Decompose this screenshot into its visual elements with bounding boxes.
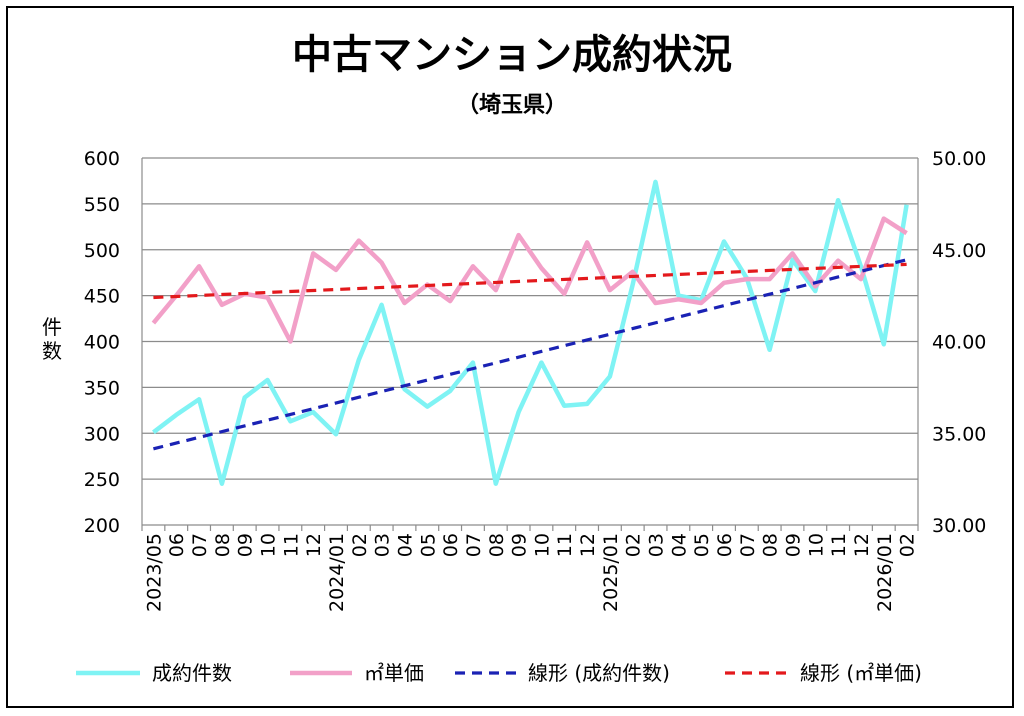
- x-tick-label: 06: [714, 533, 736, 557]
- x-tick-label: 02: [897, 533, 919, 557]
- x-tick-label: 02: [349, 533, 371, 557]
- x-tick-label: 03: [372, 533, 394, 557]
- legend-label-4: 線形 (㎡単価): [800, 661, 922, 685]
- x-axis-ticks: 2023/05 06 07 08 09 10 11 12 2024/01 02 03 04 05 06 07…: [143, 533, 918, 612]
- left-axis-ticks: 200 250 300 350 400 450 500 550 600: [84, 148, 120, 537]
- right-tick-label: 35.00: [932, 423, 986, 445]
- series-line-2: [151, 216, 908, 344]
- x-tick-label: 09: [509, 533, 531, 557]
- x-tick-label: 02: [623, 533, 645, 557]
- left-tick-label: 450: [84, 286, 120, 308]
- x-tick-label: 10: [258, 533, 280, 557]
- left-axis-label-char: 数: [42, 339, 62, 363]
- series-line-4: [153, 262, 907, 300]
- left-tick-label: 550: [84, 194, 120, 216]
- chart-title: 中古マンション成約状況: [292, 32, 732, 78]
- left-tick-label: 500: [84, 240, 120, 262]
- left-axis-label-char: 件: [42, 315, 62, 339]
- x-tick-label: 07: [189, 533, 211, 557]
- chart-frame: [6, 6, 1014, 708]
- x-tick-label: 08: [212, 533, 234, 557]
- right-tick-label: 45.00: [932, 240, 986, 262]
- x-tick-label: 07: [463, 533, 485, 557]
- left-tick-label: 350: [84, 377, 120, 399]
- x-tick-label: 09: [235, 533, 257, 557]
- x-tick-label: 09: [782, 533, 804, 557]
- series-group: [151, 179, 909, 486]
- right-axis-ticks: 30.00 35.00 40.00 45.00 50.00: [932, 148, 986, 537]
- right-tick-label: 50.00: [932, 148, 986, 170]
- x-tick-label: 05: [691, 533, 713, 557]
- x-tick-label: 2023/05: [143, 533, 165, 612]
- x-tick-label: 11: [280, 533, 302, 557]
- x-tick-label: 11: [828, 533, 850, 557]
- legend-label-1: 成約件数: [152, 661, 232, 685]
- x-tick-label: 10: [531, 533, 553, 557]
- grid-lines: [142, 157, 918, 526]
- x-tick-label: 2026/01: [874, 533, 896, 612]
- right-tick-label: 40.00: [932, 332, 986, 354]
- x-tick-label: 12: [577, 533, 599, 557]
- legend-label-2: ㎡単価: [364, 661, 424, 685]
- x-tick-label: 06: [166, 533, 188, 557]
- left-tick-label: 250: [84, 469, 120, 491]
- x-tick-label: 03: [646, 533, 668, 557]
- x-tick-label: 08: [760, 533, 782, 557]
- x-tick-label: 2024/01: [326, 533, 348, 612]
- x-tick-label: 11: [554, 533, 576, 557]
- x-tick-label: 04: [394, 533, 416, 557]
- chart-subtitle: （埼玉県）: [457, 93, 567, 118]
- x-tick-label: 06: [440, 533, 462, 557]
- x-tick-label: 08: [486, 533, 508, 557]
- x-tick-label: 12: [303, 533, 325, 557]
- series-line-1: [152, 179, 909, 486]
- left-tick-label: 600: [84, 148, 120, 170]
- legend-label-3: 線形 (成約件数): [528, 661, 670, 685]
- x-tick-label: 12: [851, 533, 873, 557]
- x-tick-label: 2025/01: [600, 533, 622, 612]
- x-tick-label: 10: [805, 533, 827, 557]
- left-tick-label: 200: [84, 515, 120, 537]
- axes: [141, 158, 919, 531]
- x-tick-label: 07: [737, 533, 759, 557]
- left-tick-label: 400: [84, 332, 120, 354]
- x-tick-label: 04: [668, 533, 690, 557]
- left-tick-label: 300: [84, 423, 120, 445]
- right-tick-label: 30.00: [932, 515, 986, 537]
- series-line-3: [153, 258, 907, 451]
- legend: 成約件数 ㎡単価 線形 (成約件数) 線形 (㎡単価): [76, 661, 922, 685]
- x-tick-label: 05: [417, 533, 439, 557]
- left-axis-label: 件数: [42, 315, 62, 363]
